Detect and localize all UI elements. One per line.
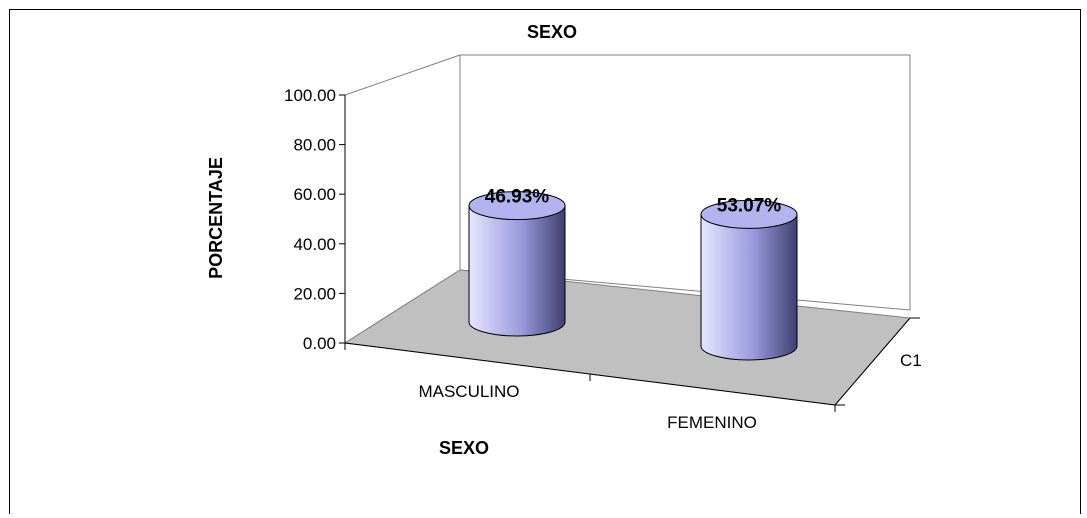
- y-tick-label: 20.00: [293, 284, 336, 303]
- chart-area: [9, 9, 1081, 514]
- y-tick-label: 40.00: [293, 235, 336, 254]
- y-tick-label: 60.00: [293, 185, 336, 204]
- y-tick-label: 0.00: [303, 334, 336, 353]
- x-tick-label: MASCULINO: [418, 382, 519, 401]
- x-tick-label: FEMENINO: [667, 413, 757, 432]
- x-axis-label: SEXO: [439, 438, 489, 458]
- bar-femenino: [700, 213, 798, 361]
- floor-depth-edge: [834, 317, 911, 406]
- data-label: 53.07%: [717, 195, 782, 216]
- bar-masculino: [468, 205, 566, 337]
- depth-axis-label: C1: [900, 351, 922, 370]
- y-tick-label: 80.00: [293, 136, 336, 155]
- y-tick-label: 100.00: [284, 86, 336, 105]
- bar-top-femenino: [700, 199, 798, 229]
- chart-title: SEXO: [527, 22, 577, 42]
- y-axis-label: PORCENTAJE: [206, 157, 226, 279]
- data-label: 46.93%: [485, 187, 550, 208]
- bar-top-masculino: [468, 191, 566, 221]
